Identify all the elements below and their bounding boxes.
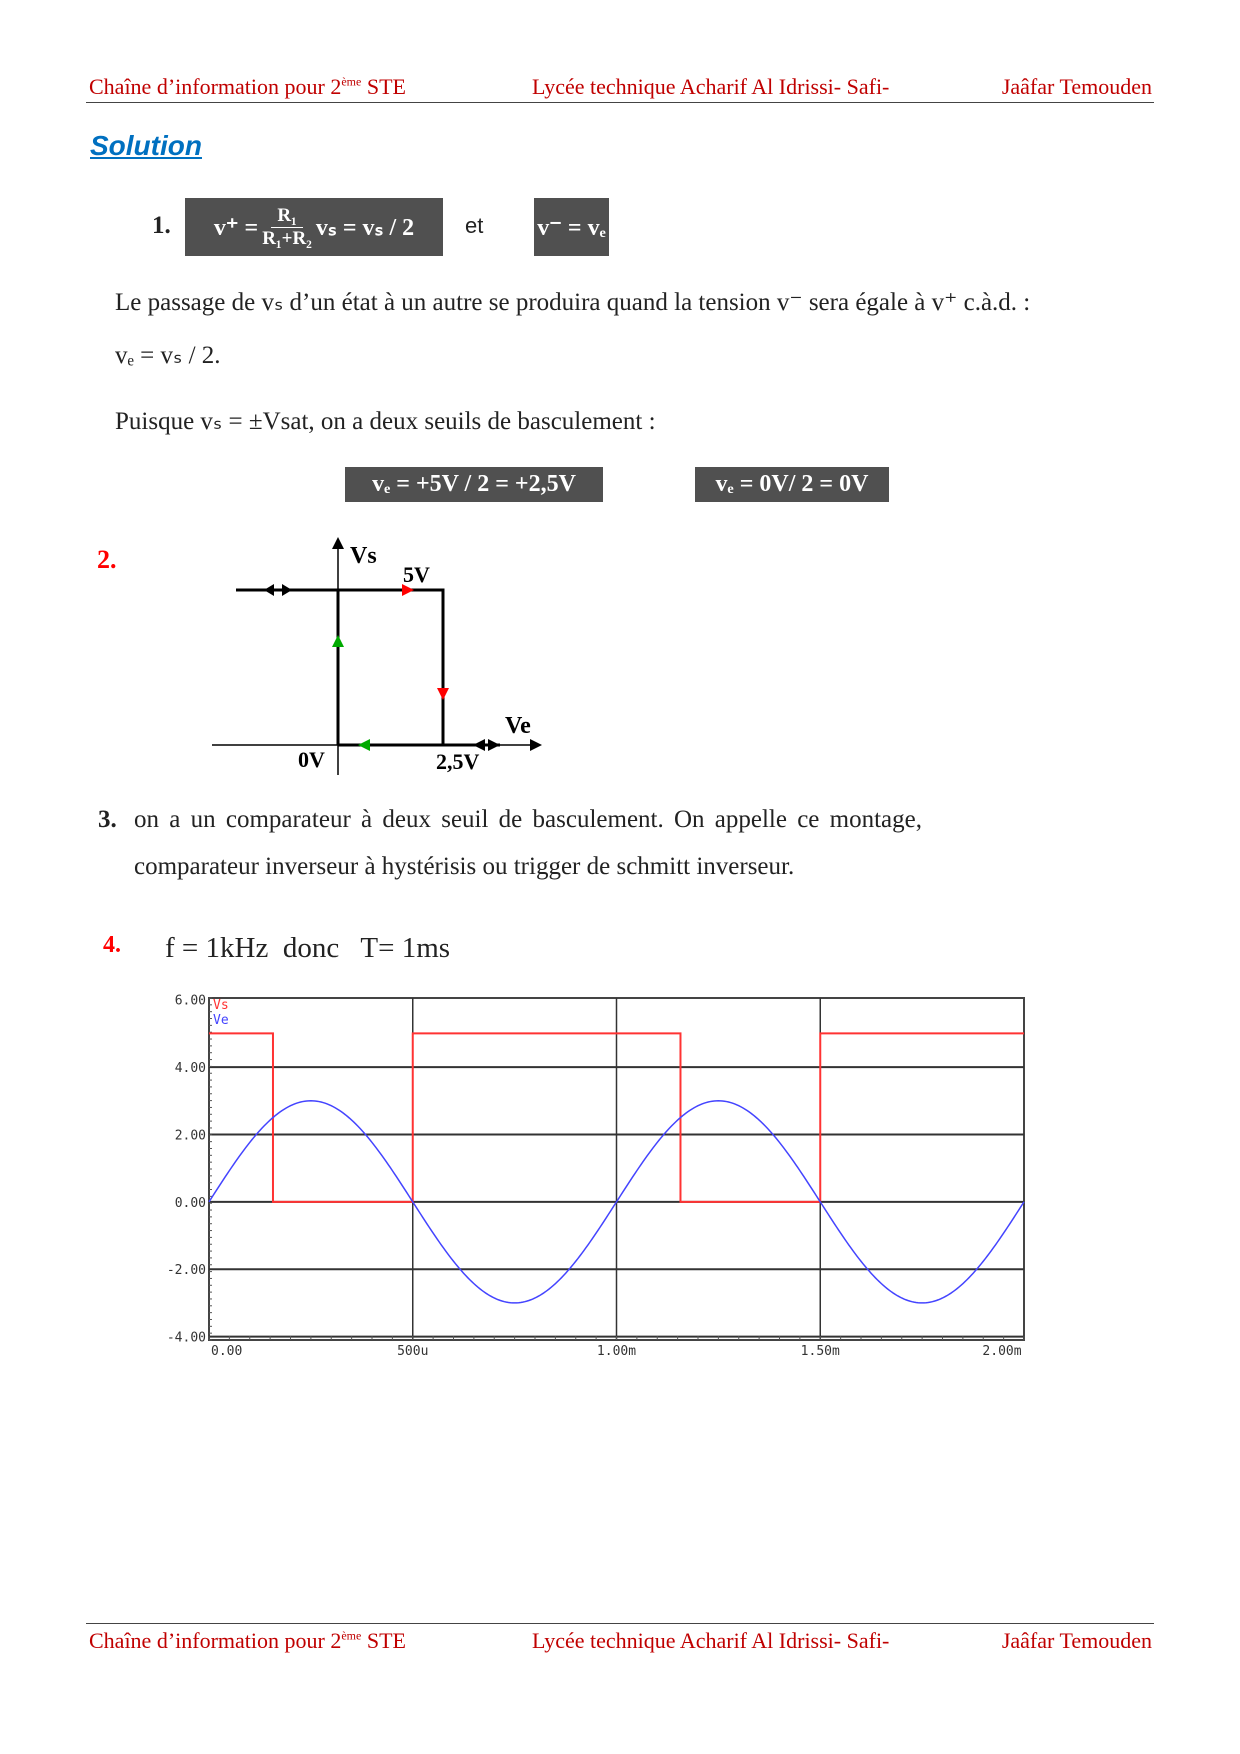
- section-title: Solution: [90, 130, 202, 161]
- et-label: et: [465, 213, 484, 238]
- y-tick-label: 6.00: [175, 994, 206, 1009]
- hysteresis-diagram: Vs 5V Ve 0V 2,5V: [212, 537, 542, 775]
- 2-5v-label: 2,5V: [436, 749, 480, 774]
- vplus-result: vₛ = vₛ / 2: [315, 214, 415, 241]
- vs-label: Vs: [350, 543, 377, 569]
- y-tick-label: -4.00: [167, 1331, 206, 1346]
- fraction: R₁ R₁+R₂: [262, 205, 312, 250]
- header-center: Lycée technique Acharif Al Idrissi- Safi…: [532, 74, 890, 99]
- series-ve-line: [208, 1100, 1025, 1304]
- 0v-label: 0V: [298, 747, 325, 772]
- paragraph-ve: vₑ = vₛ / 2.: [115, 342, 221, 369]
- x-tick-label: 0.00: [211, 1344, 242, 1359]
- y-tick-label: 4.00: [175, 1061, 206, 1076]
- footer-center: Lycée technique Acharif Al Idrissi- Safi…: [532, 1628, 890, 1653]
- y-tick-label: -2.00: [167, 1263, 206, 1278]
- q3-number: 3.: [98, 806, 117, 833]
- paragraph-passage: Le passage de vₛ d’un état à un autre se…: [115, 289, 1031, 316]
- q4-number: 4.: [103, 932, 121, 958]
- arrow-right-icon: [282, 584, 292, 596]
- header-right: Jaâfar Temouden: [1001, 74, 1152, 99]
- fraction-numerator: R₁: [271, 205, 303, 228]
- green-arrow-left-icon: [358, 739, 370, 751]
- y-tick-label: 2.00: [175, 1128, 206, 1143]
- threshold-low: vₑ = 0V/ 2 = 0V: [695, 467, 889, 502]
- y-tick-label: 0.00: [175, 1196, 206, 1211]
- red-arrow-right-icon: [402, 584, 414, 596]
- paragraph-puisque: Puisque vₛ = ±Vsat, on a deux seuils de …: [115, 408, 656, 435]
- ve-label: Ve: [505, 713, 531, 739]
- legend-vs: Vs: [213, 998, 229, 1013]
- x-tick-label: 2.00m: [982, 1344, 1021, 1359]
- arrow-left-icon: [473, 739, 485, 751]
- q2-number: 2.: [97, 545, 117, 574]
- q3-line2: comparateur inverseur à hystérisis ou tr…: [134, 853, 795, 880]
- vs-axis-arrow: [332, 537, 344, 549]
- 5v-label: 5V: [403, 562, 430, 587]
- q3-line1: on a un comparateur à deux seuil de basc…: [134, 806, 922, 833]
- ve-axis-arrow: [530, 739, 542, 751]
- footer-right: Jaâfar Temouden: [1001, 1628, 1152, 1653]
- header-left: Chaîne d’information pour 2ème STE: [89, 74, 406, 99]
- footer-rule: [86, 1623, 1154, 1624]
- vplus-label: v⁺ =: [213, 214, 259, 241]
- q1-number: 1.: [152, 212, 171, 239]
- formula-vminus: v⁻ = vₑ: [534, 198, 609, 256]
- formula-vplus: v⁺ = R₁ R₁+R₂ vₛ = vₛ / 2: [185, 198, 443, 256]
- footer-left: Chaîne d’information pour 2ème STE: [89, 1628, 406, 1653]
- x-tick-label: 500u: [397, 1344, 428, 1359]
- scope-chart: 6.00 4.00 2.00 0.00 -2.00 -4.00 0.00 500u 1.00m 1…: [167, 994, 1025, 1359]
- arrow-right-icon: [488, 739, 500, 751]
- header-rule: [86, 102, 1154, 103]
- x-tick-label: 1.00m: [597, 1344, 636, 1359]
- threshold-high: vₑ = +5V / 2 = +2,5V: [345, 467, 603, 502]
- arrow-left-icon: [264, 584, 274, 596]
- q4-text: f = 1kHz donc T= 1ms: [165, 932, 451, 964]
- fraction-denominator: R₁+R₂: [262, 227, 312, 249]
- green-arrow-up-icon: [332, 635, 344, 647]
- legend-ve: Ve: [213, 1013, 229, 1028]
- red-arrow-down-icon: [437, 688, 449, 700]
- x-tick-label: 1.50m: [801, 1344, 840, 1359]
